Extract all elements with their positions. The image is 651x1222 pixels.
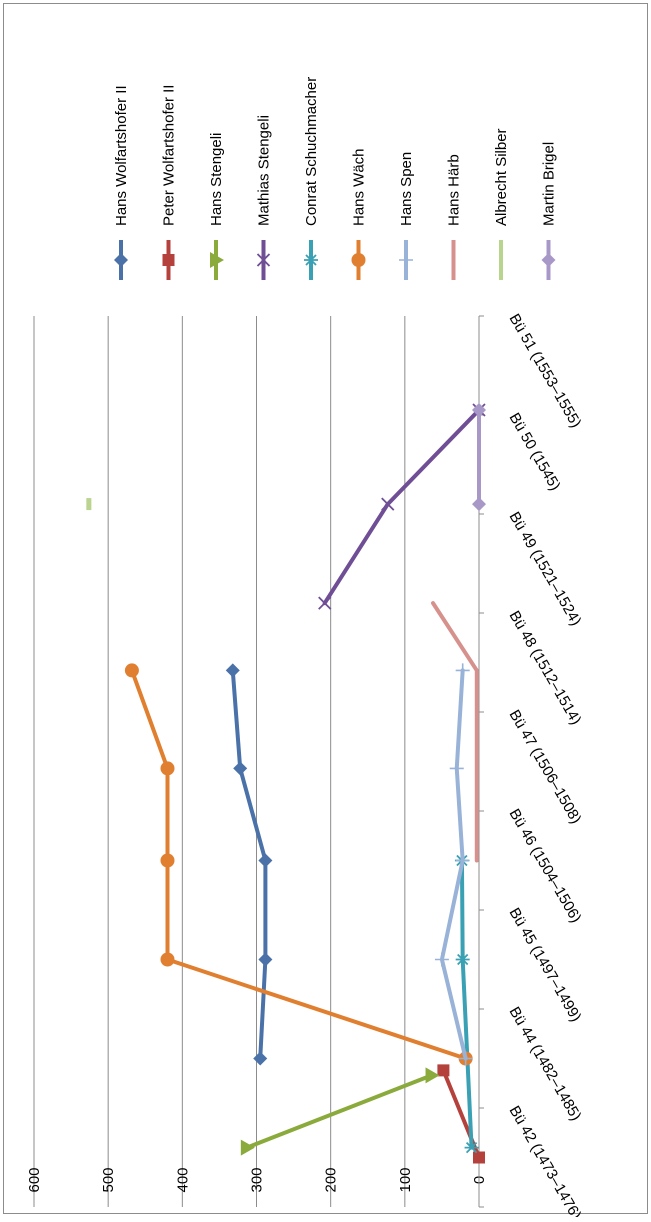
data-point-marker xyxy=(399,253,413,267)
data-point-marker xyxy=(472,403,486,418)
data-point-marker xyxy=(160,761,175,776)
value-tick-label: 500 xyxy=(100,1167,117,1192)
data-point-marker xyxy=(425,1067,440,1084)
value-tick-label: 400 xyxy=(174,1167,191,1192)
legend-label: Hans Spen xyxy=(398,152,415,226)
legend-item: Hans Wäch xyxy=(351,148,368,280)
series-martin-brigel xyxy=(472,403,486,512)
data-point-marker xyxy=(210,252,224,268)
data-point-marker xyxy=(160,952,175,967)
data-point-marker xyxy=(437,1064,450,1077)
data-point-marker xyxy=(434,952,449,967)
data-point-marker xyxy=(381,497,395,511)
data-point-marker xyxy=(455,853,470,868)
legend-item: Albrecht Silber xyxy=(493,128,510,280)
legend: Hans Wolfartshofer II Peter Wolfartshofer… xyxy=(113,77,558,280)
data-point-marker xyxy=(455,953,470,966)
data-point-marker xyxy=(124,663,139,678)
data-point-marker xyxy=(114,253,128,267)
legend-label: Peter Wolfartshofer II xyxy=(161,85,178,226)
data-point-marker xyxy=(240,1139,255,1156)
data-point-marker xyxy=(304,254,318,266)
legend-item: Conrat Schuchmacher xyxy=(303,77,320,280)
legend-item: Hans Stengeli xyxy=(208,133,225,280)
data-point-marker xyxy=(258,853,273,868)
data-point-marker xyxy=(225,663,240,678)
value-tick-label: 600 xyxy=(26,1167,43,1192)
data-point-marker xyxy=(253,1051,268,1066)
legend-item: Mathias Stengeli xyxy=(256,115,273,280)
legend-label: Martin Brigel xyxy=(541,142,558,226)
data-point-marker xyxy=(458,1051,473,1066)
legend-item: Hans Spen xyxy=(398,152,415,280)
value-tick-label: 100 xyxy=(397,1167,414,1192)
data-point-marker xyxy=(256,253,271,267)
legend-label: Conrat Schuchmacher xyxy=(303,77,320,226)
data-point-marker xyxy=(233,761,248,776)
legend-label: Hans Wolfartshofer II xyxy=(113,85,130,226)
legend-label: Hans Stengeli xyxy=(208,133,225,226)
data-point-marker xyxy=(541,253,556,267)
series-line xyxy=(431,601,479,863)
series-hans-stengeli xyxy=(240,1067,440,1156)
series-hans-spen xyxy=(434,663,473,1066)
data-point-marker xyxy=(449,761,464,776)
value-tick-label: 300 xyxy=(249,1167,266,1192)
data-point-marker xyxy=(351,253,366,267)
data-point-marker xyxy=(318,596,332,610)
legend-item: Hans Härb xyxy=(446,154,463,280)
series-line xyxy=(244,1073,434,1150)
data-point-marker xyxy=(162,254,175,266)
data-point-marker xyxy=(160,853,175,868)
data-point-marker xyxy=(464,1141,479,1154)
data-point-marker xyxy=(472,497,486,512)
data-point-marker xyxy=(455,663,470,678)
legend-item: Hans Wolfartshofer II xyxy=(113,85,130,280)
data-point-marker xyxy=(258,952,273,967)
legend-item: Peter Wolfartshofer II xyxy=(161,85,178,280)
series-hans-h-rb xyxy=(431,601,479,863)
data-point-marker xyxy=(473,1151,485,1164)
legend-label: Hans Wäch xyxy=(351,148,368,226)
legend-item: Martin Brigel xyxy=(541,142,558,280)
legend-label: Albrecht Silber xyxy=(493,128,510,226)
value-tick-label: 200 xyxy=(323,1167,340,1192)
legend-label: Hans Härb xyxy=(446,154,463,226)
legend-label: Mathias Stengeli xyxy=(256,115,273,226)
